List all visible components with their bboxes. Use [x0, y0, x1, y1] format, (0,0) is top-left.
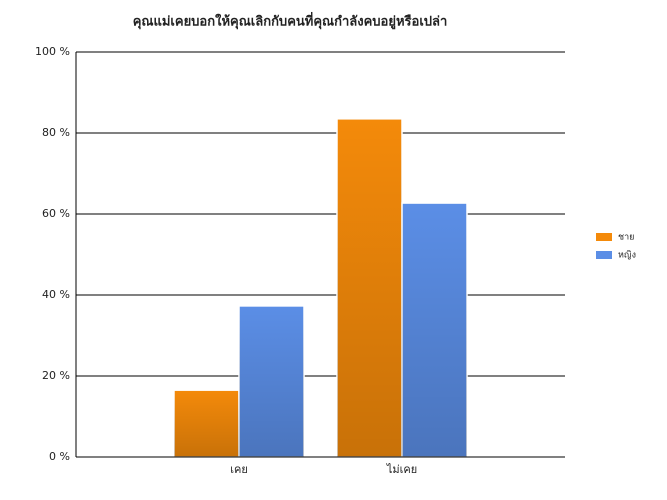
bar	[173, 389, 240, 458]
legend-swatch	[596, 251, 612, 259]
bar	[238, 305, 305, 458]
x-tick-label: เคย	[230, 463, 248, 476]
y-tick-label: 60 %	[42, 207, 70, 220]
x-tick-label: ไม่เคย	[386, 463, 417, 476]
bar	[336, 118, 403, 458]
y-tick-label: 0 %	[49, 450, 70, 463]
legend-label: หญิง	[618, 250, 636, 261]
legend-label: ชาย	[618, 233, 634, 243]
bar	[401, 202, 468, 458]
y-tick-label: 40 %	[42, 288, 70, 301]
chart-title: คุณแม่เคยบอกให้คุณเลิกกับคนที่คุณกำลังคบ…	[133, 12, 448, 30]
legend-swatch	[596, 233, 612, 241]
y-tick-label: 20 %	[42, 369, 70, 382]
y-tick-label: 100 %	[35, 45, 70, 58]
y-tick-label: 80 %	[42, 126, 70, 139]
